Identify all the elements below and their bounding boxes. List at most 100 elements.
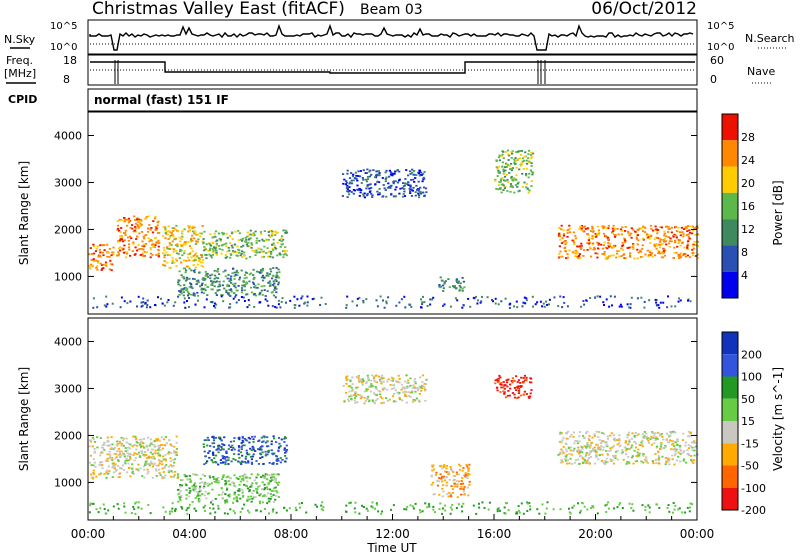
velocity-cell (106, 457, 109, 460)
power-ground-cell (640, 296, 643, 299)
velocity-cell (248, 489, 251, 491)
power-cell (203, 246, 206, 248)
power-cell (178, 270, 181, 273)
power-cell (675, 230, 678, 232)
power-cell (228, 289, 231, 291)
power-cell (511, 186, 514, 189)
power-cell (561, 237, 564, 239)
power-cell (610, 254, 613, 257)
power-cell (402, 193, 405, 195)
velocity-cell (517, 396, 520, 399)
velocity-ground-cell (455, 507, 458, 509)
velocity-cell (139, 467, 142, 470)
power-ground-cell (96, 306, 99, 309)
power-cell (389, 187, 392, 189)
velocity-ground-cell (181, 507, 184, 510)
velocity-cell (115, 443, 118, 446)
velocity-cell (235, 476, 238, 479)
power-ground-cell (643, 301, 646, 303)
power-cell (520, 150, 523, 152)
power-cell (190, 283, 193, 286)
velocity-cell (142, 465, 146, 468)
velocity-colorbar-swatch (722, 354, 738, 377)
power-cell (152, 220, 155, 222)
velocity-cell (194, 488, 197, 490)
power-cell (355, 178, 358, 180)
power-colorbar-tick: 28 (741, 131, 755, 144)
power-cell (513, 161, 516, 164)
velocity-cell (285, 449, 289, 451)
velocity-ground-cell (133, 508, 136, 511)
velocity-ground-cell (684, 511, 687, 514)
power-cell (126, 252, 129, 255)
velocity-ground-cell (613, 507, 616, 510)
power-cell (412, 178, 415, 181)
velocity-cell (602, 446, 605, 449)
power-cell (230, 290, 233, 293)
velocity-cell (240, 448, 243, 450)
power-cell (197, 238, 200, 241)
velocity-cell (645, 458, 648, 461)
power-cell (131, 250, 134, 252)
velocity-cell (605, 457, 608, 460)
velocity-cell (582, 462, 585, 464)
velocity-ground-cell (371, 501, 374, 504)
power-ground-cell (643, 306, 646, 309)
power-cell (89, 267, 92, 270)
power-cell (530, 180, 533, 182)
power-cell (118, 229, 121, 232)
power-cell (136, 236, 139, 238)
velocity-cell (163, 465, 167, 468)
power-cell (164, 232, 167, 234)
velocity-cell (152, 463, 155, 466)
velocity-cell (636, 434, 639, 437)
velocity-cell (256, 488, 259, 490)
power-cell (249, 229, 252, 232)
velocity-cell (586, 460, 589, 463)
power-ground-cell (229, 303, 232, 305)
power-ground-cell (375, 299, 378, 302)
power-cell (247, 234, 250, 237)
power-feature (557, 224, 700, 260)
power-cell (647, 236, 650, 238)
power-cell (245, 257, 248, 260)
velocity-cell (107, 465, 110, 468)
power-colorbar-swatch (722, 271, 738, 298)
velocity-cell (151, 448, 154, 451)
power-cell (168, 254, 171, 256)
power-cell (509, 185, 512, 188)
velocity-ground-cell (577, 502, 579, 505)
velocity-cell (188, 492, 191, 494)
velocity-cell (113, 467, 116, 470)
velocity-cell (220, 439, 223, 442)
power-cell (527, 191, 530, 194)
velocity-cell (146, 448, 149, 451)
velocity-ground-cell (678, 507, 681, 510)
power-cell (127, 221, 130, 224)
velocity-ground-cell (419, 509, 421, 511)
power-ground-cell (566, 305, 569, 308)
velocity-cell (216, 477, 219, 480)
velocity-ground-cell (316, 505, 318, 508)
power-cell (95, 259, 98, 262)
velocity-cell (214, 498, 217, 500)
power-cell (677, 255, 680, 257)
power-cell (562, 233, 566, 235)
power-cell (182, 244, 185, 246)
power-cell (620, 233, 623, 236)
power-cell (350, 172, 353, 174)
power-ground-cell (293, 306, 296, 309)
velocity-cell (379, 380, 382, 382)
power-cell (349, 181, 352, 184)
power-cell (176, 245, 179, 248)
velocity-ground-cell (580, 501, 583, 504)
power-cell (279, 253, 282, 256)
power-cell (229, 256, 232, 259)
power-cell (127, 243, 131, 246)
power-cell (218, 232, 221, 235)
power-cell (171, 227, 174, 229)
velocity-cell (203, 439, 206, 442)
velocity-ground-cell (668, 510, 671, 513)
power-cell (168, 242, 171, 244)
velocity-ground-cell (644, 505, 647, 508)
